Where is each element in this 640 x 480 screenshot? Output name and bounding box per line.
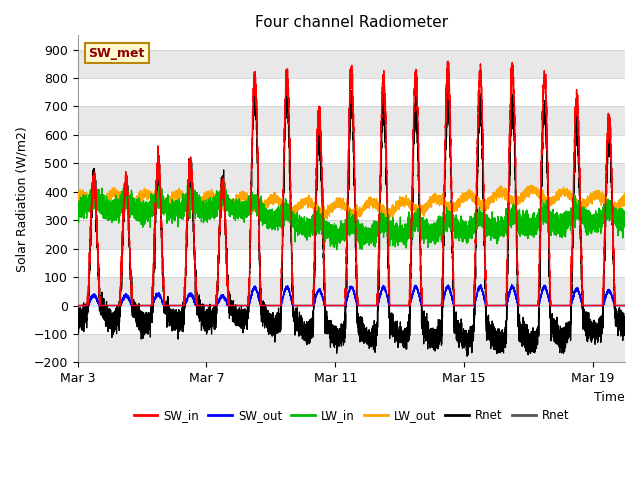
Y-axis label: Solar Radiation (W/m2): Solar Radiation (W/m2) <box>15 126 28 272</box>
X-axis label: Time: Time <box>595 391 625 404</box>
Text: SW_met: SW_met <box>88 47 145 60</box>
Title: Four channel Radiometer: Four channel Radiometer <box>255 15 448 30</box>
Bar <box>77 49 625 78</box>
Bar <box>77 107 625 135</box>
Bar <box>77 277 625 305</box>
Legend: SW_in, SW_out, LW_in, LW_out, Rnet, Rnet: SW_in, SW_out, LW_in, LW_out, Rnet, Rnet <box>129 404 574 427</box>
Bar <box>77 334 625 362</box>
Bar <box>77 163 625 192</box>
Bar <box>77 220 625 249</box>
